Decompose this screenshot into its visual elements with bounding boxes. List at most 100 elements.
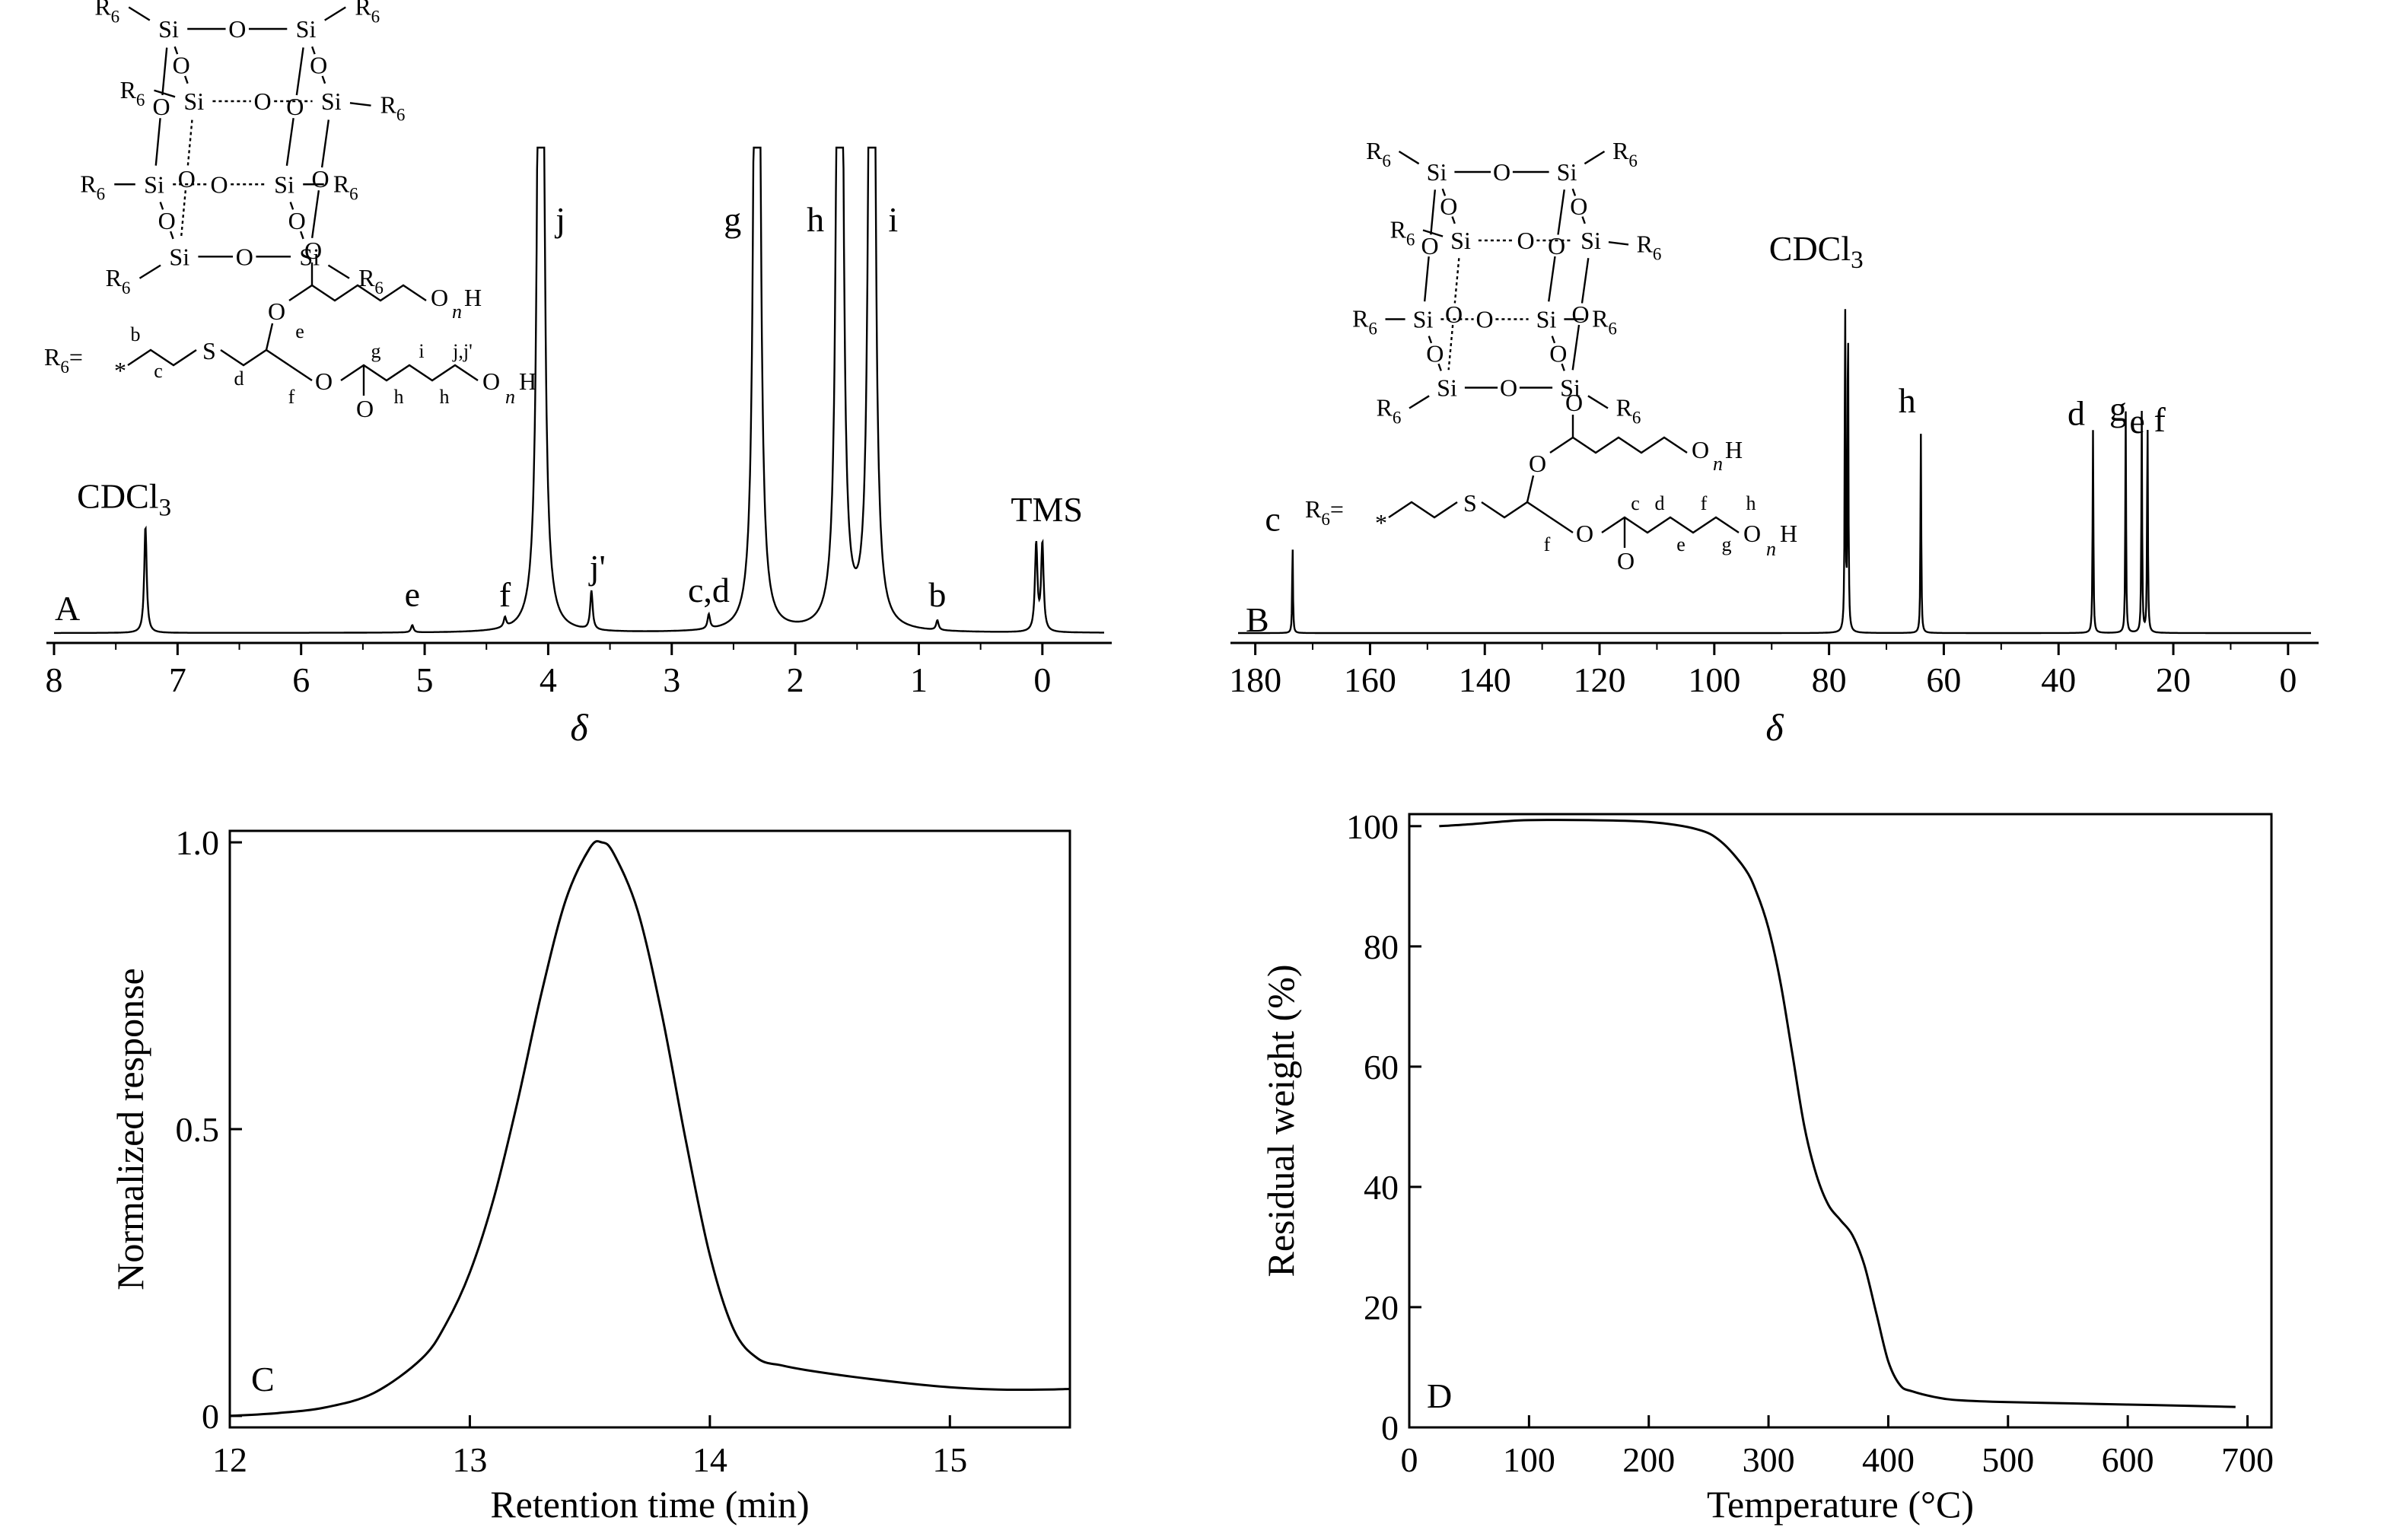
bond-line: [1422, 229, 1444, 237]
silicon-atom: Si: [169, 243, 189, 270]
peak-label-j: j': [588, 548, 606, 587]
x-tick-label: 6: [292, 660, 310, 699]
bond-line: [186, 119, 193, 168]
oxygen-atom: O: [178, 165, 196, 192]
bond-line: [285, 118, 294, 166]
peak-label-f: f: [2153, 400, 2166, 439]
peak-label-CDCl3: CDCl3: [77, 477, 171, 522]
x-tick-label: 500: [1982, 1440, 2034, 1479]
y-tick-label: 100: [1346, 807, 1399, 846]
panel-c-gpc: 12 13 14 15 0 0.5 1.0 Retention time (min) Nor…: [0, 761, 1198, 1540]
oxygen-atom: O: [1500, 374, 1517, 402]
oxygen-atom: O: [1445, 301, 1463, 328]
substituent-r6: R6: [80, 170, 105, 203]
x-tick-label: 180: [1229, 660, 1281, 699]
oxygen-atom: O: [210, 170, 228, 198]
bond-line: [1551, 336, 1556, 344]
peak-label-CDCl3: CDCl3: [1769, 229, 1864, 274]
silicon-atom: Si: [1427, 158, 1447, 186]
oxygen-atom: O: [1571, 301, 1589, 328]
substituent-r6: R6: [1352, 305, 1377, 339]
bond-line: [128, 6, 151, 21]
y-tick-label: 1.0: [176, 823, 220, 862]
x-tick-label: 5: [416, 660, 434, 699]
hydrogen-atom: H: [519, 368, 536, 395]
substituent-r6: R6: [94, 0, 119, 27]
bond-line: [173, 46, 179, 55]
x-tick-label: 4: [540, 660, 557, 699]
oxygen-atom: O: [1570, 192, 1587, 220]
oxygen-atom: O: [152, 93, 170, 120]
bond-line: [1587, 395, 1609, 409]
oxygen-atom: O: [1421, 232, 1438, 259]
oxygen-atom: O: [1576, 520, 1593, 547]
oxygen-atom: O: [1549, 340, 1567, 368]
silicon-atom: Si: [321, 88, 342, 115]
x-tick-label: 20: [2156, 660, 2191, 699]
substituent-r6: R6: [120, 76, 145, 110]
y-tick-label: 40: [1364, 1168, 1399, 1207]
bond-line: [1580, 258, 1590, 304]
oxygen-atom: O: [236, 243, 253, 270]
bond-line: [1430, 189, 1437, 235]
chain-bond: [127, 348, 197, 367]
bond-line: [320, 119, 330, 168]
oxygen-atom: O: [315, 368, 333, 395]
substituent-r6: R6: [358, 264, 384, 298]
attachment-star: *: [1375, 509, 1387, 536]
substituent-r6: R6: [1616, 394, 1641, 428]
substituent-r6: R6: [380, 91, 406, 125]
repeat-n: n: [1766, 538, 1776, 560]
oxygen-atom: O: [1743, 520, 1761, 547]
carbon-position-label: h: [440, 386, 450, 408]
y-tick-label: 0.5: [176, 1110, 220, 1149]
bond-line: [1561, 363, 1565, 371]
bond-line: [170, 231, 174, 240]
x-axis-label: δ: [570, 706, 588, 749]
bond-line: [1428, 336, 1433, 344]
oxygen-atom: O: [304, 237, 322, 264]
hydrogen-atom: H: [1725, 436, 1743, 463]
peak-label-g: g: [724, 200, 741, 239]
oxygen-atom: O: [1426, 340, 1444, 368]
chain-bond: [1388, 501, 1458, 519]
peak-label-h: h: [807, 200, 824, 239]
oxygen-atom: O: [1440, 192, 1457, 220]
oxygen-atom: O: [1548, 232, 1565, 259]
peak-label-j: j: [554, 200, 565, 239]
bond-line: [1441, 188, 1447, 196]
hydrogen-atom: H: [464, 284, 482, 311]
substituent-r6: R6: [1377, 394, 1402, 428]
oxygen-atom: O: [310, 52, 327, 79]
peak-label-b: b: [928, 575, 946, 614]
bond-line: [310, 190, 320, 238]
x-tick-label: 0: [1033, 660, 1051, 699]
panel-letter-d: D: [1427, 1376, 1452, 1415]
peak-label-g: g: [2109, 390, 2127, 428]
panel-letter-b: B: [1246, 600, 1269, 639]
bond-line: [159, 202, 164, 210]
gpc-trace-line: [229, 840, 1071, 1418]
x-tick-label: 1: [910, 660, 928, 699]
tga-chart: 0 100 200 300 400 500 600 700 0 20 40 60 80 100 Tempe…: [1259, 807, 2274, 1526]
silicon-atom: Si: [1437, 374, 1457, 402]
chain-bond: [340, 364, 479, 382]
plot-frame: [1408, 813, 2273, 1429]
panel-letter-c: C: [251, 1360, 275, 1398]
bond-line: [1608, 240, 1629, 246]
bond-line: [295, 47, 304, 96]
oxygen-atom: O: [431, 284, 448, 311]
bond-line: [1581, 216, 1586, 224]
chain-bond: [1526, 475, 1535, 503]
x-tick-label: 600: [2102, 1440, 2154, 1479]
bond-line: [321, 75, 326, 84]
x-tick-label: 200: [1622, 1440, 1675, 1479]
chain-bond: [1481, 501, 1551, 519]
bond-line: [180, 190, 187, 238]
chain-bond: [1601, 516, 1740, 534]
peak-label-d: d: [2068, 393, 2085, 432]
bond-line: [138, 264, 161, 279]
